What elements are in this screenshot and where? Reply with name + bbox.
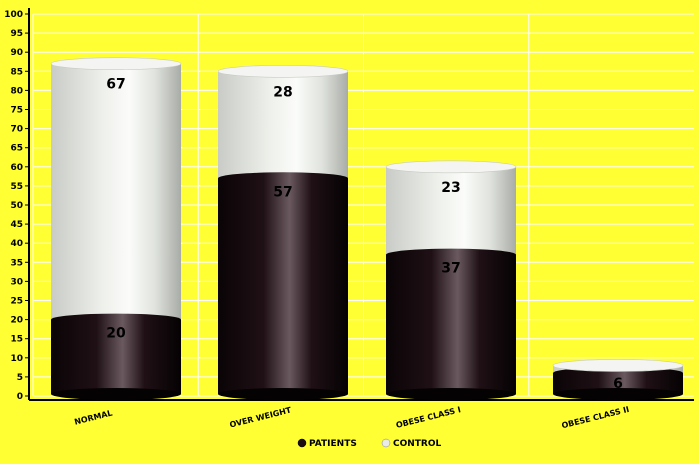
bar-patients-base: [51, 388, 181, 400]
y-tick-label: 70: [10, 125, 23, 135]
bar-patients-seam: [218, 172, 348, 185]
legend-marker-control: [381, 438, 391, 448]
legend-label-patients: PATIENTS: [309, 439, 357, 449]
y-tick-label: 20: [10, 316, 23, 326]
x-category-label: NORMAL: [73, 409, 113, 427]
y-tick-label: 85: [10, 67, 23, 77]
data-label-patients: 57: [273, 184, 292, 200]
bar-patients-base: [218, 388, 348, 400]
data-label-control: 28: [273, 84, 292, 100]
y-tick-label: 25: [10, 297, 23, 307]
y-tick-label: 60: [10, 163, 23, 173]
bar-control-top: [552, 359, 684, 372]
y-tick-label: 35: [10, 258, 23, 268]
bar-control: [386, 166, 516, 255]
bar-control-top: [385, 160, 517, 174]
y-tick-label: 50: [10, 201, 23, 211]
y-tick-label: 40: [10, 239, 23, 249]
x-category-label: OVER WEIGHT: [229, 405, 293, 429]
y-tick-label: 0: [17, 392, 23, 402]
bar-patients: [51, 319, 181, 394]
bar-patients: [218, 178, 348, 394]
x-category-label: OBESE CLASS I: [395, 405, 462, 430]
data-label-control: 23: [441, 180, 460, 196]
y-tick-label: 90: [10, 48, 23, 58]
x-category-label: OBESE CLASS II: [561, 405, 631, 431]
bar-patients-seam: [386, 248, 516, 261]
bar-patients: [553, 373, 683, 394]
y-tick-label: 45: [10, 220, 23, 230]
y-tick-label: 55: [10, 182, 23, 192]
y-tick-label: 10: [10, 354, 23, 364]
y-tick-label: 30: [10, 277, 23, 287]
data-label-patients: 20: [106, 326, 126, 342]
bar-patients-base: [553, 388, 683, 400]
bar-patients-base: [386, 388, 516, 400]
bar-control-top: [50, 57, 182, 70]
bar-patients-seam: [51, 313, 181, 326]
y-tick-label: 15: [10, 335, 23, 345]
legend-marker-patients: [297, 438, 307, 448]
bar-control: [51, 63, 181, 320]
data-label-control: 67: [106, 77, 125, 93]
y-tick-label: 65: [10, 144, 23, 154]
y-tick-label: 5: [17, 373, 23, 383]
data-label-patients: 6: [613, 376, 623, 392]
y-tick-label: 100: [4, 10, 23, 20]
bar-patients: [386, 254, 516, 394]
bar-control: [218, 71, 348, 179]
y-tick-label: 75: [10, 106, 23, 116]
data-label-patients: 37: [441, 261, 460, 277]
legend-label-control: CONTROL: [393, 439, 442, 449]
y-tick-label: 95: [10, 29, 23, 39]
bar-control-top: [217, 65, 349, 78]
y-tick-label: 80: [10, 86, 23, 96]
